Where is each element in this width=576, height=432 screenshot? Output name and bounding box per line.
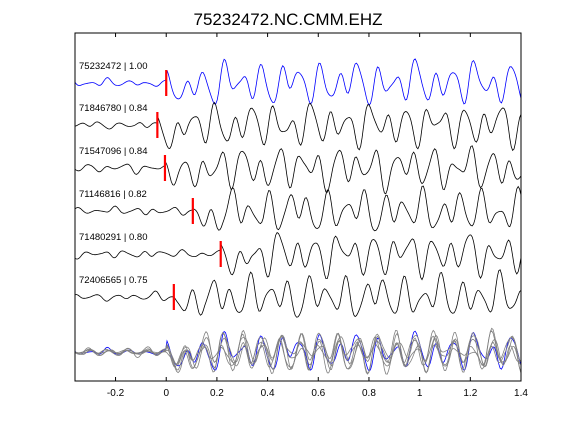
x-tick-label: 1 — [417, 388, 423, 399]
x-tick-label: -0.2 — [107, 388, 125, 399]
x-tick-label: 0.2 — [210, 388, 224, 399]
overlay-traces — [74, 327, 522, 375]
trace-label: 71846780 | 0.84 — [79, 103, 148, 114]
chart-title: 75232472.NC.CMM.EHZ — [194, 10, 383, 29]
trace-line — [74, 58, 522, 106]
x-tick-label: 1.2 — [463, 388, 477, 399]
x-tick-label: 1.4 — [514, 388, 528, 399]
x-tick-label: 0 — [163, 388, 169, 399]
overlay-trace-line — [74, 329, 522, 370]
plot-area — [75, 33, 521, 381]
x-tick-label: 0.8 — [362, 388, 376, 399]
trace-line — [74, 269, 522, 318]
trace-label: 71547096 | 0.84 — [79, 146, 148, 157]
traces — [74, 58, 522, 318]
trace-label: 72406565 | 0.75 — [79, 275, 148, 286]
x-tick-label: 0.6 — [311, 388, 325, 399]
trace-line — [74, 185, 522, 232]
trace-label: 71480291 | 0.80 — [79, 232, 148, 243]
trace-label: 71146816 | 0.82 — [79, 189, 147, 200]
picks — [156, 70, 222, 310]
trace-labels: 75232472 | 1.00 71846780 | 0.84 71547096 |… — [79, 61, 148, 286]
trace-line — [74, 232, 522, 281]
overlay-trace-line — [74, 331, 522, 375]
trace-label: 75232472 | 1.00 — [79, 61, 148, 72]
x-tick-label: 0.4 — [261, 388, 275, 399]
trace-line — [74, 145, 522, 195]
x-axis: -0.2 0 0.2 0.4 0.6 0.8 1 1.2 1.4 — [107, 33, 528, 399]
trace-line — [74, 101, 522, 152]
axes-box — [74, 32, 522, 382]
overlay-trace-line — [74, 327, 522, 371]
